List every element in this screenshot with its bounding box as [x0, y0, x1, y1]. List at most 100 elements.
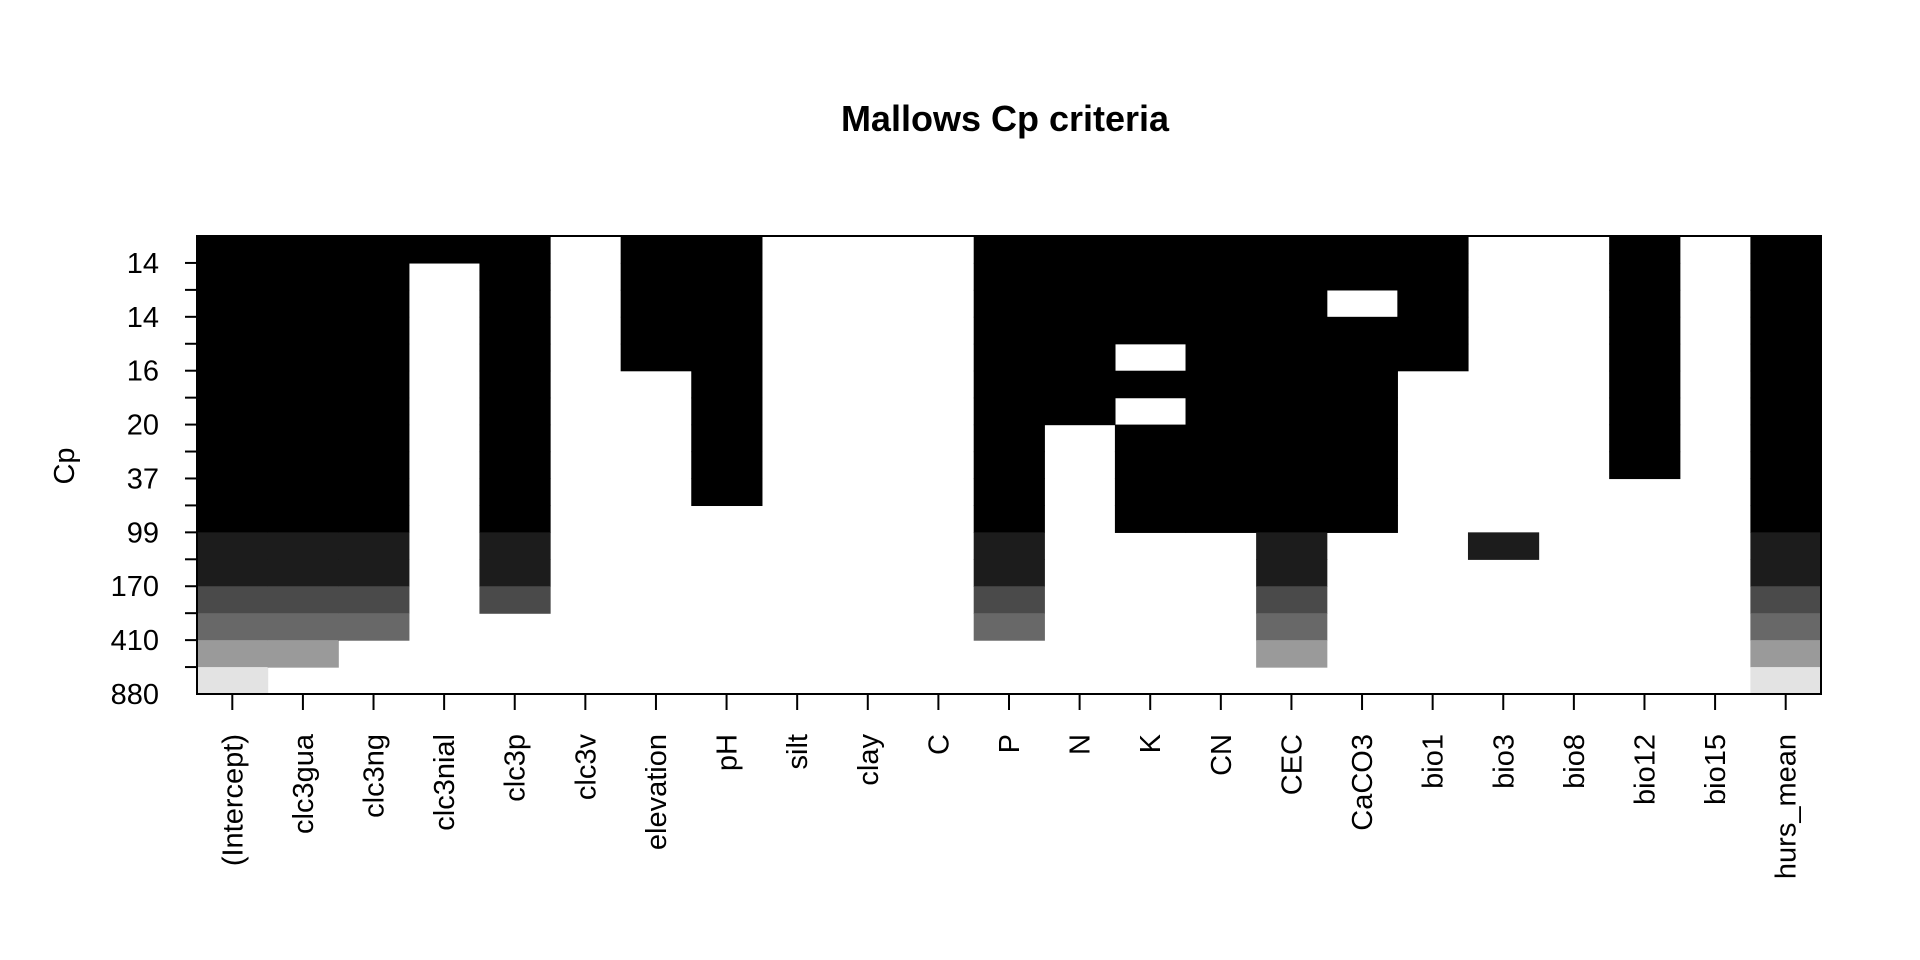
cell-CEC-row-7	[1256, 424, 1328, 453]
y-tick-label: 37	[127, 463, 159, 495]
x-tick-label: CaCO3	[1347, 734, 1379, 831]
cell-K-row-8	[1114, 451, 1187, 480]
cell-CN-row-9	[1185, 478, 1257, 507]
cell-clc3p-row-9	[479, 478, 551, 507]
cell-CN-row-7	[1185, 424, 1257, 453]
cell-clc3p-row-2	[479, 289, 551, 318]
cell-CN-row-5	[1185, 370, 1257, 399]
x-tick-label: clc3nial	[429, 734, 461, 831]
cell-pH-row-3	[691, 316, 763, 345]
x-axis: (Intercept) clc3gua clc3ng clc3nial clc3p clc…	[217, 694, 1803, 879]
cell-clc3ng-row-2	[338, 289, 410, 318]
cell-CaCO3-row-3	[1326, 316, 1398, 345]
cell-N-row-1	[1044, 262, 1116, 291]
cell-clc3gua-row-0	[267, 236, 339, 264]
x-tick-label: silt	[782, 734, 814, 769]
cell-pH-row-1	[691, 262, 763, 291]
cell-clc3ng-row-0	[338, 236, 410, 264]
cell-clc3ng-row-6	[338, 397, 410, 426]
cell-bio12-row-5	[1609, 370, 1681, 399]
cell-elevation-row-1	[620, 262, 692, 291]
x-tick-label: bio12	[1629, 734, 1661, 805]
cell-CEC-row-8	[1256, 451, 1328, 480]
cell-N-row-5	[1044, 370, 1116, 399]
cell-clc3gua-row-4	[267, 343, 339, 372]
cell-elevation-row-3	[620, 316, 692, 345]
cell-N-row-0	[1044, 236, 1116, 264]
cell-P-row-12	[973, 559, 1045, 587]
cell-pH-row-5	[691, 370, 763, 399]
x-tick-label: pH	[712, 734, 744, 771]
cell-N-row-3	[1044, 316, 1116, 345]
cell-bio12-row-6	[1609, 397, 1681, 426]
y-tick-label: 14	[127, 248, 159, 280]
cell-hurs_mean-row-5	[1750, 370, 1822, 399]
cell-clc3gua-row-10	[267, 505, 339, 533]
cell-K-row-9	[1114, 478, 1187, 507]
cell-pH-row-2	[691, 289, 763, 318]
cell-hurs_mean-row-7	[1750, 424, 1822, 453]
x-tick-label: N	[1065, 734, 1097, 755]
cell-(Intercept)-row-1	[197, 262, 269, 291]
cell-K-row-5	[1114, 370, 1187, 399]
cell-hurs_mean-row-8	[1750, 451, 1822, 480]
cell-(Intercept)-row-13	[197, 586, 269, 614]
cell-P-row-11	[973, 532, 1045, 560]
cell-bio12-row-8	[1609, 451, 1681, 480]
cell-(Intercept)-row-11	[197, 532, 269, 560]
cell-clc3gua-row-7	[267, 424, 339, 453]
cell-CaCO3-row-7	[1326, 424, 1398, 453]
cell-P-row-5	[973, 370, 1045, 399]
cell-clc3p-row-6	[479, 397, 551, 426]
cell-K-row-7	[1114, 424, 1187, 453]
cell-clc3gua-row-11	[267, 532, 339, 560]
cell-(Intercept)-row-10	[197, 505, 269, 533]
cell-clc3p-row-8	[479, 451, 551, 480]
cell-CN-row-6	[1185, 397, 1257, 426]
y-tick-label: 170	[111, 571, 159, 603]
cell-pH-row-4	[691, 343, 763, 372]
cell-clc3ng-row-12	[338, 559, 410, 587]
cell-CaCO3-row-10	[1326, 505, 1398, 533]
y-axis: 14 14 16 20 37 99 170 410 880	[111, 248, 197, 711]
cell-CN-row-2	[1185, 289, 1257, 318]
y-tick-label: 99	[127, 517, 159, 549]
cell-P-row-4	[973, 343, 1045, 372]
cell-clc3gua-row-1	[267, 262, 339, 291]
cell-clc3p-row-4	[479, 343, 551, 372]
cell-clc3ng-row-10	[338, 505, 410, 533]
cell-P-row-6	[973, 397, 1045, 426]
cell-N-row-4	[1044, 343, 1116, 372]
x-tick-label: bio1	[1418, 734, 1450, 789]
cell-hurs_mean-row-9	[1750, 478, 1822, 507]
cell-clc3ng-row-8	[338, 451, 410, 480]
cell-pH-row-7	[691, 424, 763, 453]
x-tick-label: elevation	[641, 734, 673, 850]
y-tick-label: 14	[127, 302, 159, 334]
cell-bio3-row-11	[1467, 532, 1540, 560]
cell-P-row-3	[973, 316, 1045, 345]
cell-(Intercept)-row-6	[197, 397, 269, 426]
cell-K-row-2	[1114, 289, 1187, 318]
cell-CEC-row-1	[1256, 262, 1328, 291]
cell-clc3gua-row-8	[267, 451, 339, 480]
cell-N-row-2	[1044, 289, 1116, 318]
cell-hurs_mean-row-2	[1750, 289, 1822, 318]
cell-CaCO3-row-8	[1326, 451, 1398, 480]
cell-K-row-3	[1114, 316, 1187, 345]
x-tick-label: K	[1135, 733, 1167, 753]
y-tick-label: 880	[111, 679, 159, 711]
cell-hurs_mean-row-11	[1750, 532, 1822, 560]
y-tick-label: 20	[127, 410, 159, 442]
cell-(Intercept)-row-3	[197, 316, 269, 345]
cell-clc3gua-row-5	[267, 370, 339, 399]
cell-clc3p-row-3	[479, 316, 551, 345]
cell-clc3gua-row-3	[267, 316, 339, 345]
cell-clc3p-row-0	[479, 236, 551, 264]
cell-clc3nial-row-0	[408, 236, 481, 264]
cell-CEC-row-6	[1256, 397, 1328, 426]
cell-CEC-row-10	[1256, 505, 1328, 533]
y-tick-label: 16	[127, 356, 159, 388]
cell-N-row-6	[1044, 397, 1116, 426]
cell-CEC-row-12	[1256, 559, 1328, 587]
